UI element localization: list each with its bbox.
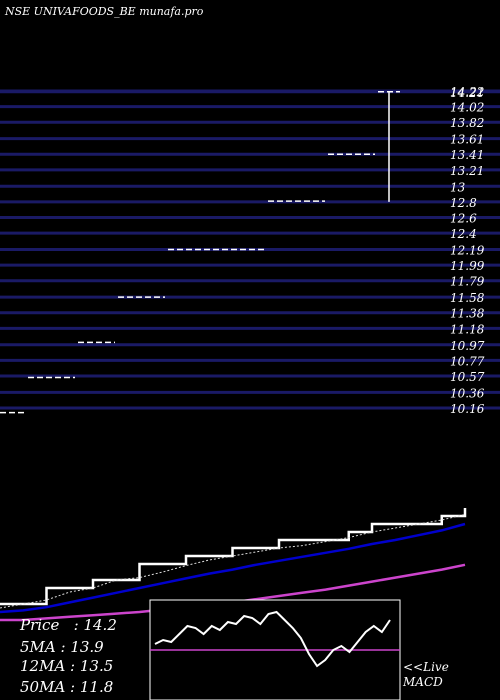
price-bars bbox=[0, 91, 400, 414]
ma-line-12ma bbox=[0, 522, 466, 614]
price-tick-label: 11.18 bbox=[450, 322, 485, 336]
ma-line-5ma bbox=[0, 513, 466, 609]
price-tick-label: 11.79 bbox=[450, 275, 485, 289]
price-tick-label: 10.77 bbox=[450, 354, 485, 368]
legend-12ma: 12MA : 13.5 bbox=[20, 657, 113, 675]
legend-price: Price : 14.2 bbox=[19, 616, 117, 634]
chart-title: NSE UNIVAFOODS_BE munafa.pro bbox=[4, 5, 204, 18]
legend-5ma: 5MA : 13.9 bbox=[20, 638, 104, 656]
price-tick-label: 10.36 bbox=[450, 386, 485, 400]
price-tick-label: 14.02 bbox=[450, 101, 484, 115]
price-tick-label: 10.97 bbox=[450, 339, 485, 353]
price-gridlines bbox=[0, 89, 500, 410]
price-tick-label: 11.99 bbox=[450, 259, 485, 273]
legend-50ma: 50MA : 11.8 bbox=[20, 678, 113, 696]
price-tick-label: 13.41 bbox=[450, 148, 484, 162]
price-tick-label: 11.58 bbox=[450, 291, 485, 305]
price-tick-label: 13.21 bbox=[450, 164, 484, 178]
price-tick-label: 13.82 bbox=[450, 116, 484, 130]
price-tick-label: 12.8 bbox=[450, 196, 477, 210]
price-tick-label: 14.22 bbox=[450, 85, 484, 99]
price-tick-label: 12.6 bbox=[450, 211, 477, 225]
macd-line bbox=[154, 610, 391, 668]
price-tick-label: 11.38 bbox=[450, 307, 485, 321]
price-tick-label: 10.16 bbox=[450, 402, 485, 416]
macd-panel bbox=[149, 599, 401, 700]
price-tick-label: 12.19 bbox=[450, 244, 485, 258]
price-tick-label: 13.61 bbox=[450, 133, 484, 147]
macd-label: MACD bbox=[402, 675, 443, 689]
ma-line-price bbox=[0, 508, 467, 606]
price-tick-label: 14.21 bbox=[450, 86, 484, 100]
price-tick-label: 10.57 bbox=[450, 370, 485, 384]
price-tick-label: 12.4 bbox=[450, 227, 477, 241]
price-tick-label: 13 bbox=[450, 180, 466, 194]
macd-live-label: <<Live bbox=[403, 660, 449, 674]
